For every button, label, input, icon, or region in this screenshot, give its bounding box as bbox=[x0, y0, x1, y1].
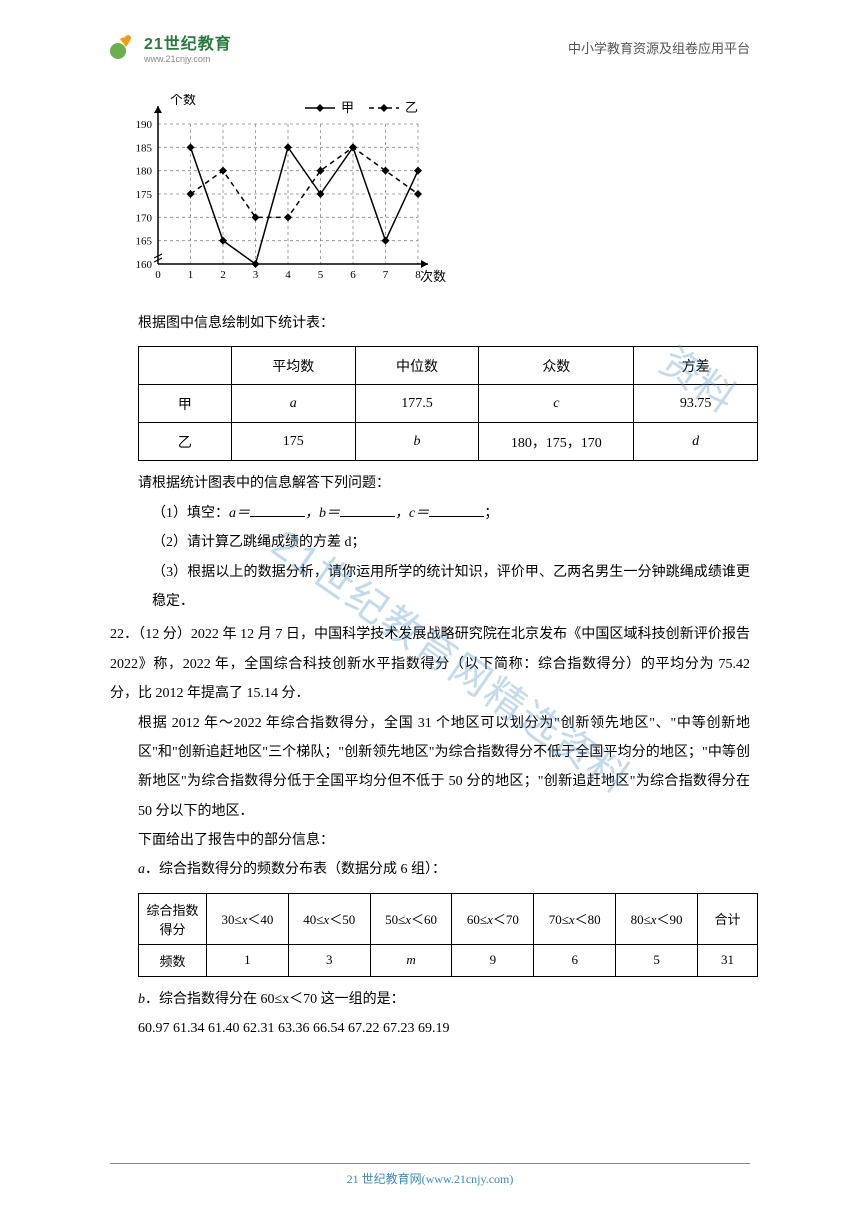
svg-text:170: 170 bbox=[136, 212, 153, 224]
statistics-table: 平均数中位数众数方差 甲a177.5c93.75 乙175b180，175，17… bbox=[138, 346, 758, 461]
svg-text:180: 180 bbox=[136, 166, 153, 178]
q1-suffix: ； bbox=[484, 506, 498, 521]
q22-p1-text: 2022 年 12 月 7 日，中国科学技术发展战略研究院在北京发布《中国区域科… bbox=[110, 627, 750, 701]
svg-text:次数: 次数 bbox=[420, 269, 446, 284]
q22-para2: 根据 2012 年～2022 年综合指数得分，全国 31 个地区可以划分为"创新… bbox=[110, 709, 750, 827]
footer-text: 21 世纪教育网(www.21cnjy.com) bbox=[347, 1172, 514, 1186]
svg-text:2: 2 bbox=[220, 269, 226, 281]
q22-b-label: b．综合指数得分在 60≤x＜70 这一组的是： bbox=[110, 985, 750, 1014]
q22-b-text: ．综合指数得分在 60≤x＜70 这一组的是： bbox=[145, 992, 405, 1007]
blank-b bbox=[340, 503, 395, 517]
logo-cn-text: 21世纪教育 bbox=[144, 30, 232, 54]
question-22: 22．（12 分）2022 年 12 月 7 日，中国科学技术发展战略研究院在北… bbox=[110, 620, 750, 1043]
svg-text:165: 165 bbox=[136, 236, 153, 248]
question-3: （3）根据以上的数据分析，请你运用所学的统计知识，评价甲、乙两名男生一分钟跳绳成… bbox=[110, 558, 750, 617]
q22-a-text: ．综合指数得分的频数分布表（数据分成 6 组）： bbox=[145, 862, 446, 877]
q1-prefix: （1）填空： bbox=[152, 506, 229, 521]
line-chart: 160165170175180185190123456780个数次数甲乙 bbox=[110, 94, 450, 294]
svg-text:1: 1 bbox=[188, 269, 194, 281]
svg-text:6: 6 bbox=[350, 269, 356, 281]
svg-text:4: 4 bbox=[285, 269, 291, 281]
svg-text:7: 7 bbox=[383, 269, 389, 281]
svg-text:乙: 乙 bbox=[405, 100, 418, 115]
svg-text:0: 0 bbox=[155, 269, 161, 281]
q1-var-a: a＝ bbox=[229, 506, 250, 521]
logo: 21世纪教育 www.21cnjy.com bbox=[110, 30, 232, 64]
header-platform-text: 中小学教育资源及组卷应用平台 bbox=[568, 38, 750, 57]
svg-text:190: 190 bbox=[136, 119, 153, 131]
frequency-table: 综合指数得分30≤x＜4040≤x＜5050≤x＜6060≤x＜7070≤x＜8… bbox=[138, 893, 758, 977]
svg-text:185: 185 bbox=[136, 142, 153, 154]
svg-text:160: 160 bbox=[136, 259, 153, 271]
page-footer: 21 世纪教育网(www.21cnjy.com) bbox=[0, 1163, 860, 1188]
main-content: 160165170175180185190123456780个数次数甲乙 根据图… bbox=[0, 74, 860, 1044]
svg-text:175: 175 bbox=[136, 189, 153, 201]
svg-text:5: 5 bbox=[318, 269, 324, 281]
q22-a-label: a．综合指数得分的频数分布表（数据分成 6 组）： bbox=[110, 855, 750, 884]
blank-c bbox=[429, 503, 484, 517]
q22-para3: 下面给出了报告中的部分信息： bbox=[110, 826, 750, 855]
q22-number: 22． bbox=[110, 627, 138, 642]
q22-points: （12 分） bbox=[138, 627, 191, 642]
question-1: （1）填空：a＝ ，b＝ ，c＝ ； bbox=[110, 499, 750, 528]
table-intro: 根据图中信息绘制如下统计表： bbox=[110, 309, 750, 338]
question-2: （2）请计算乙跳绳成绩的方差 d； bbox=[110, 528, 750, 557]
q22-b-values: 60.97 61.34 61.40 62.31 63.36 66.54 67.2… bbox=[110, 1014, 750, 1043]
q1-var-b: ，b＝ bbox=[305, 506, 340, 521]
svg-text:个数: 个数 bbox=[170, 94, 196, 107]
logo-url-text: www.21cnjy.com bbox=[144, 54, 232, 64]
logo-icon bbox=[110, 33, 138, 61]
svg-text:3: 3 bbox=[253, 269, 259, 281]
blank-a bbox=[250, 503, 305, 517]
q22-para1: 22．（12 分）2022 年 12 月 7 日，中国科学技术发展战略研究院在北… bbox=[110, 620, 750, 708]
page-header: 21世纪教育 www.21cnjy.com 中小学教育资源及组卷应用平台 bbox=[0, 0, 860, 74]
svg-text:甲: 甲 bbox=[341, 100, 354, 115]
q1-var-c: ，c＝ bbox=[395, 506, 429, 521]
questions-intro: 请根据统计图表中的信息解答下列问题： bbox=[110, 469, 750, 498]
